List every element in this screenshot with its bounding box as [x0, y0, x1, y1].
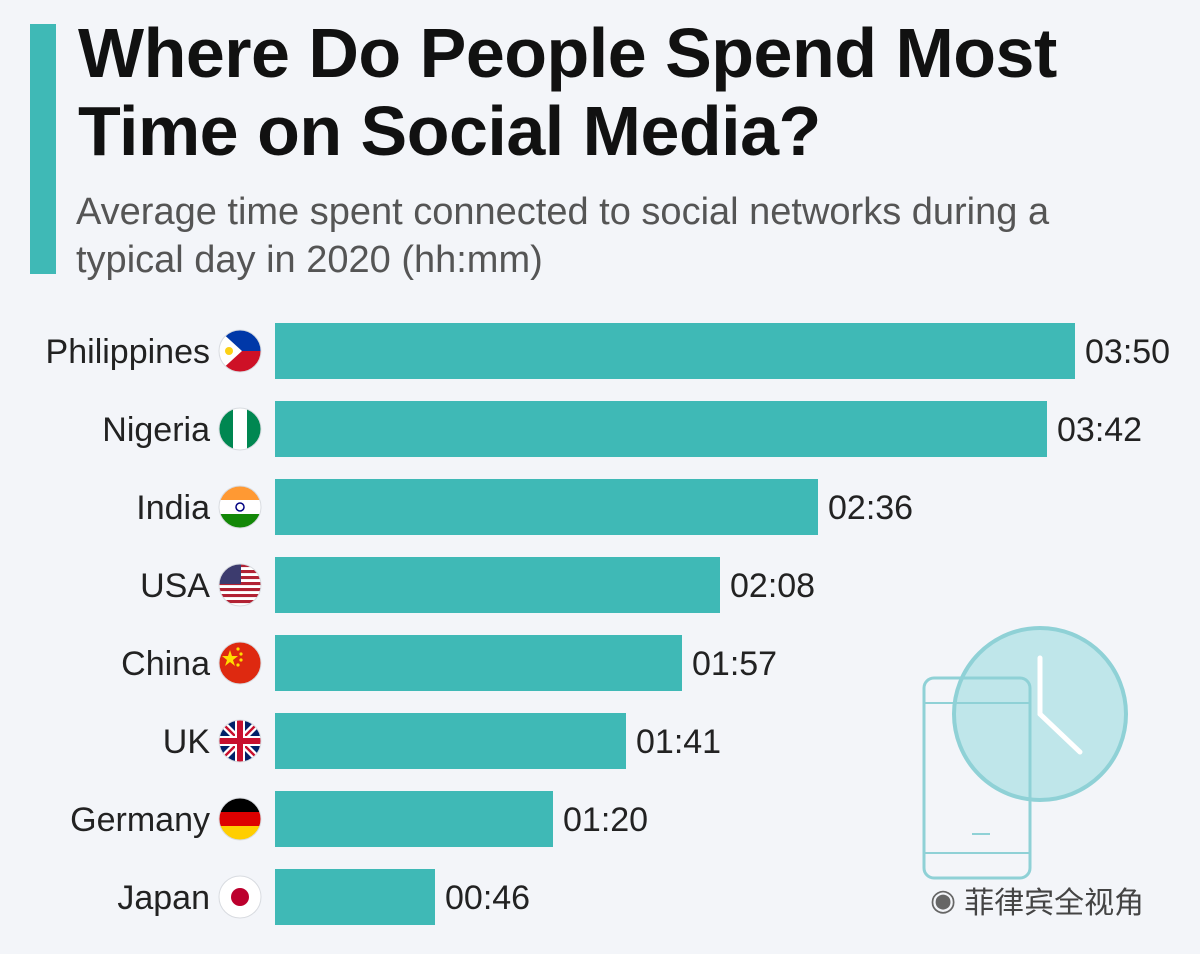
- watermark: ◉ 菲律宾全视角: [930, 878, 1144, 922]
- china-flag-icon: [218, 641, 262, 685]
- uk-flag-icon: [218, 719, 262, 763]
- value-label-india: 02:36: [828, 489, 913, 527]
- japan-flag-icon: [218, 875, 262, 919]
- category-label-japan: Japan: [117, 879, 210, 917]
- value-label-nigeria: 03:42: [1057, 411, 1142, 449]
- phone-clock-icon: [922, 626, 1128, 880]
- nigeria-flag-icon: [218, 407, 262, 451]
- value-label-japan: 00:46: [445, 879, 530, 917]
- category-label-usa: USA: [140, 567, 210, 605]
- chart-subtitle: Average time spent connected to social n…: [76, 191, 1050, 281]
- watermark-text: 菲律宾全视角: [964, 887, 1145, 920]
- category-label-philippines: Philippines: [46, 333, 210, 371]
- category-label-china: China: [121, 645, 210, 683]
- bar-nigeria: [275, 401, 1047, 457]
- bar-usa: [275, 557, 720, 613]
- category-label-germany: Germany: [70, 801, 210, 839]
- value-label-usa: 02:08: [730, 567, 815, 605]
- usa-flag-icon: [218, 563, 262, 607]
- bar-uk: [275, 713, 626, 769]
- bar-germany: [275, 791, 553, 847]
- bar-china: [275, 635, 682, 691]
- category-label-india: India: [136, 489, 210, 527]
- bar-india: [275, 479, 818, 535]
- category-label-nigeria: Nigeria: [102, 411, 210, 449]
- value-label-germany: 01:20: [563, 801, 648, 839]
- wechat-icon: ◉: [930, 883, 957, 917]
- value-label-uk: 01:41: [636, 723, 721, 761]
- germany-flag-icon: [218, 797, 262, 841]
- india-flag-icon: [218, 485, 262, 529]
- bar-philippines: [275, 323, 1075, 379]
- category-label-uk: UK: [163, 723, 211, 761]
- chart-title: Where Do People Spend Most Time on Socia…: [78, 14, 1057, 170]
- bar-japan: [275, 869, 435, 925]
- philippines-flag-icon: [218, 329, 262, 373]
- accent-bar: [30, 24, 56, 274]
- value-label-china: 01:57: [692, 645, 777, 683]
- value-label-philippines: 03:50: [1085, 333, 1170, 371]
